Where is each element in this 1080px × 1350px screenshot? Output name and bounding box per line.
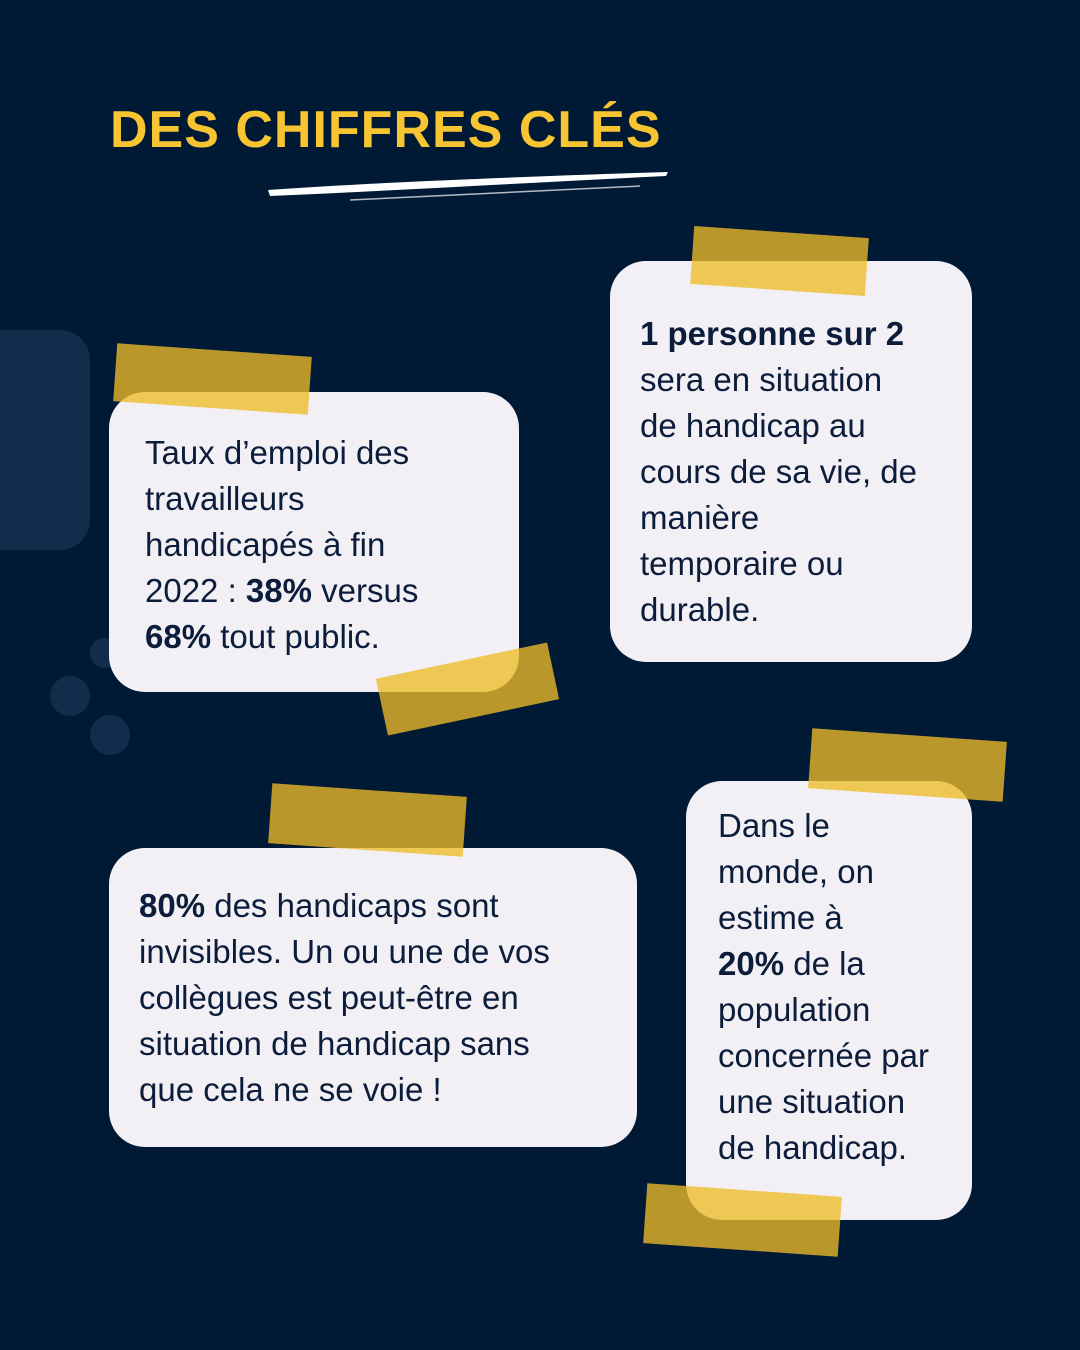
body-text: tout public. (211, 618, 380, 655)
body-text: invisibles. Un ou une de vos (139, 933, 550, 970)
text-line: 68% tout public. (145, 614, 483, 660)
tape (643, 1183, 842, 1257)
text-line: temporaire ou (640, 541, 942, 587)
highlight-text: 68% (145, 618, 212, 655)
text-line: que cela ne se voie ! (139, 1067, 607, 1113)
text-line: de handicap. (718, 1125, 940, 1171)
body-text: de handicap. (718, 1129, 907, 1166)
text-line: 20% de la (718, 941, 940, 987)
highlight-text: 38% (245, 572, 312, 609)
text-line: Taux d’emploi des (145, 430, 483, 476)
body-text: handicapés à fin (145, 526, 386, 563)
text-line: concernée par (718, 1033, 940, 1079)
body-text: versus (311, 572, 419, 609)
text-line: une situation (718, 1079, 940, 1125)
body-text: collègues est peut-être en (139, 979, 519, 1016)
highlight-text: 1 personne sur 2 (640, 315, 905, 352)
body-text: 2022 : (145, 572, 246, 609)
body-text: manière (640, 499, 760, 536)
stat-card: 1 personne sur 2 sera en situation de hand… (610, 261, 972, 662)
decor (0, 330, 90, 550)
body-text: travailleurs (145, 480, 305, 517)
body-text: que cela ne se voie ! (139, 1071, 442, 1108)
tape (268, 783, 467, 857)
decor (50, 676, 90, 716)
body-text: Taux d’emploi des (145, 434, 410, 471)
body-text: sera en situation (640, 361, 883, 398)
text-line: estime à (718, 895, 940, 941)
text-line: handicapés à fin (145, 522, 483, 568)
stat-card: Taux d’emploi des travailleurs handicapés … (109, 392, 519, 692)
highlight-text: 20% (718, 945, 785, 982)
text-line: population (718, 987, 940, 1033)
highlight-text: 80% (139, 887, 206, 924)
body-text: une situation (718, 1083, 906, 1120)
text-line: cours de sa vie, de (640, 449, 942, 495)
underline (268, 172, 668, 201)
text-line: travailleurs (145, 476, 483, 522)
text-line: collègues est peut-être en (139, 975, 607, 1021)
text-line: 2022 : 38% versus (145, 568, 483, 614)
tape (690, 225, 869, 297)
stat-card: Dans le monde, on estime à 20% de la populat… (686, 781, 972, 1220)
text-line: situation de handicap sans (139, 1021, 607, 1067)
text-line: 80% des handicaps sont (139, 883, 607, 929)
body-text: estime à (718, 899, 843, 936)
body-text: temporaire ou (640, 545, 844, 582)
text-line: monde, on (718, 849, 940, 895)
text-line: Dans le (718, 803, 940, 849)
body-text: Dans le (718, 807, 830, 844)
body-text: des handicaps sont (205, 887, 499, 924)
text-line: de handicap au (640, 403, 942, 449)
decor (90, 715, 130, 755)
body-text: cours de sa vie, de (640, 453, 917, 490)
text-line: manière (640, 495, 942, 541)
text-line: invisibles. Un ou une de vos (139, 929, 607, 975)
text-line: sera en situation (640, 357, 942, 403)
stat-card: 80% des handicaps sont invisibles. Un ou … (109, 848, 637, 1147)
body-text: monde, on (718, 853, 874, 890)
body-text: situation de handicap sans (139, 1025, 530, 1062)
body-text: durable. (640, 591, 760, 628)
text-line: durable. (640, 587, 942, 633)
body-text: population (718, 991, 871, 1028)
title: DES CHIFFRES CLÉS (110, 101, 662, 159)
body-text: concernée par (718, 1037, 929, 1074)
body-text: de la (784, 945, 865, 982)
body-text: de handicap au (640, 407, 866, 444)
text-line: 1 personne sur 2 (640, 311, 942, 357)
